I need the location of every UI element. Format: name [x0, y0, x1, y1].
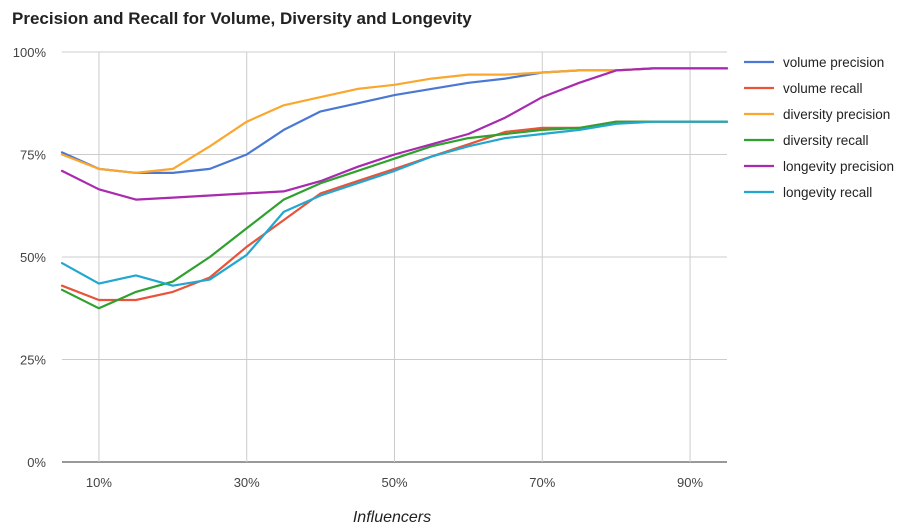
axes: 0% 25% 50% 75% 100% 10% 30% 50% 70% 90% [13, 45, 704, 490]
series-line-longevity-precision [60, 67, 729, 201]
legend-label: longevity precision [783, 159, 894, 174]
legend-label: diversity recall [783, 133, 869, 148]
chart-title: Precision and Recall for Volume, Diversi… [12, 9, 472, 28]
x-tick-label: 50% [381, 475, 407, 490]
legend-label: volume recall [783, 81, 863, 96]
y-tick-label: 50% [20, 250, 46, 265]
series-line-diversity-recall [60, 120, 729, 310]
grid [62, 51, 727, 463]
series-lines [60, 67, 729, 310]
y-tick-label: 25% [20, 353, 46, 368]
x-tick-label: 70% [529, 475, 555, 490]
legend-label: longevity recall [783, 185, 872, 200]
x-tick-label: 30% [234, 475, 260, 490]
legend-label: diversity precision [783, 107, 890, 122]
x-axis-label: Influencers [353, 509, 431, 525]
x-tick-label: 90% [677, 475, 703, 490]
y-tick-label: 75% [20, 148, 46, 163]
y-tick-label: 100% [13, 45, 47, 60]
x-tick-label: 10% [86, 475, 112, 490]
legend-label: volume precision [783, 55, 884, 70]
legend: volume precision volume recall diversity p… [744, 55, 894, 200]
series-line-longevity-recall [60, 120, 729, 287]
y-tick-label: 0% [27, 455, 46, 470]
